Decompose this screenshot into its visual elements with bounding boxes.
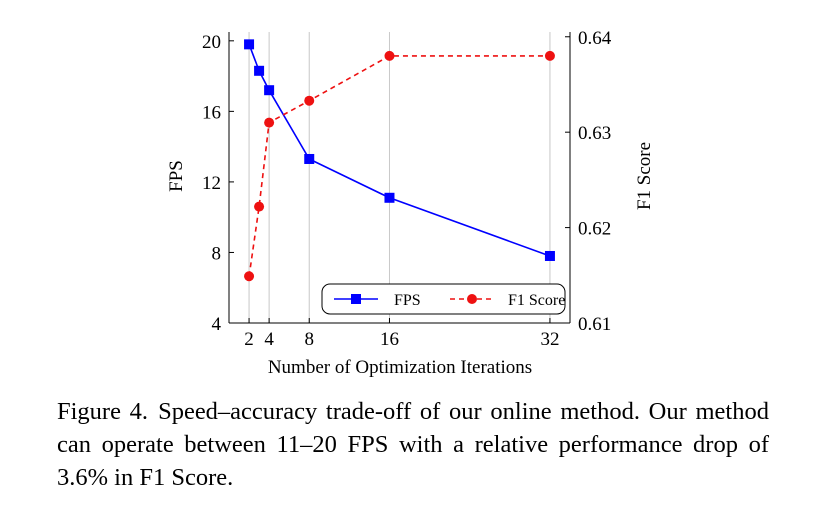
x-axis-title: Number of Optimization Iterations bbox=[268, 357, 532, 378]
x-tick-label: 8 bbox=[304, 329, 314, 350]
y-left-tick-label: 16 bbox=[202, 102, 221, 123]
series bbox=[244, 39, 555, 282]
y-left-tick-label: 8 bbox=[212, 243, 222, 264]
y-left-tick-label: 4 bbox=[212, 314, 222, 335]
figure-caption: Figure 4. Speed–accuracy trade-off of our… bbox=[57, 395, 769, 494]
data-point-square bbox=[244, 39, 255, 50]
x-tick-label: 16 bbox=[380, 329, 399, 350]
data-point-circle bbox=[254, 201, 265, 212]
x-tick-label: 4 bbox=[264, 329, 274, 350]
y-right-tick-label: 0.64 bbox=[578, 28, 612, 49]
legend-marker-circle bbox=[467, 294, 477, 304]
y-left-tick-label: 12 bbox=[202, 173, 221, 194]
legend: FPS F1 Score bbox=[321, 283, 566, 315]
y-right-tick-label: 0.61 bbox=[578, 314, 611, 335]
grid-lines bbox=[248, 32, 551, 323]
caption-label: Figure 4. bbox=[57, 398, 149, 425]
data-point-circle bbox=[264, 117, 275, 128]
y-right-tick-label: 0.62 bbox=[578, 219, 611, 240]
data-point-circle bbox=[544, 50, 555, 61]
data-point-square bbox=[264, 85, 275, 96]
data-point-circle bbox=[304, 95, 315, 106]
data-point-square bbox=[254, 65, 265, 76]
legend-box bbox=[321, 283, 566, 315]
data-point-square bbox=[384, 192, 395, 203]
x-tick-label: 2 bbox=[244, 329, 254, 350]
y-right-tick-label: 0.63 bbox=[578, 123, 611, 144]
legend-label: FPS bbox=[394, 292, 421, 309]
x-tick-label: 32 bbox=[540, 329, 559, 350]
axis-labels: Number of Optimization Iterations FPS F1 S… bbox=[166, 142, 655, 378]
y-right-axis-title: F1 Score bbox=[634, 142, 655, 210]
data-point-circle bbox=[244, 271, 255, 282]
legend-label: F1 Score bbox=[508, 292, 565, 309]
series-line bbox=[248, 44, 551, 257]
legend-marker-square bbox=[351, 294, 361, 304]
series-line bbox=[248, 55, 550, 277]
y-left-tick-label: 20 bbox=[202, 32, 221, 53]
data-point-square bbox=[544, 250, 555, 261]
data-point-circle bbox=[384, 50, 395, 61]
y-left-axis-title: FPS bbox=[166, 160, 187, 192]
data-point-square bbox=[304, 153, 315, 164]
caption-text: Speed–accuracy trade-off of our online m… bbox=[57, 398, 769, 491]
